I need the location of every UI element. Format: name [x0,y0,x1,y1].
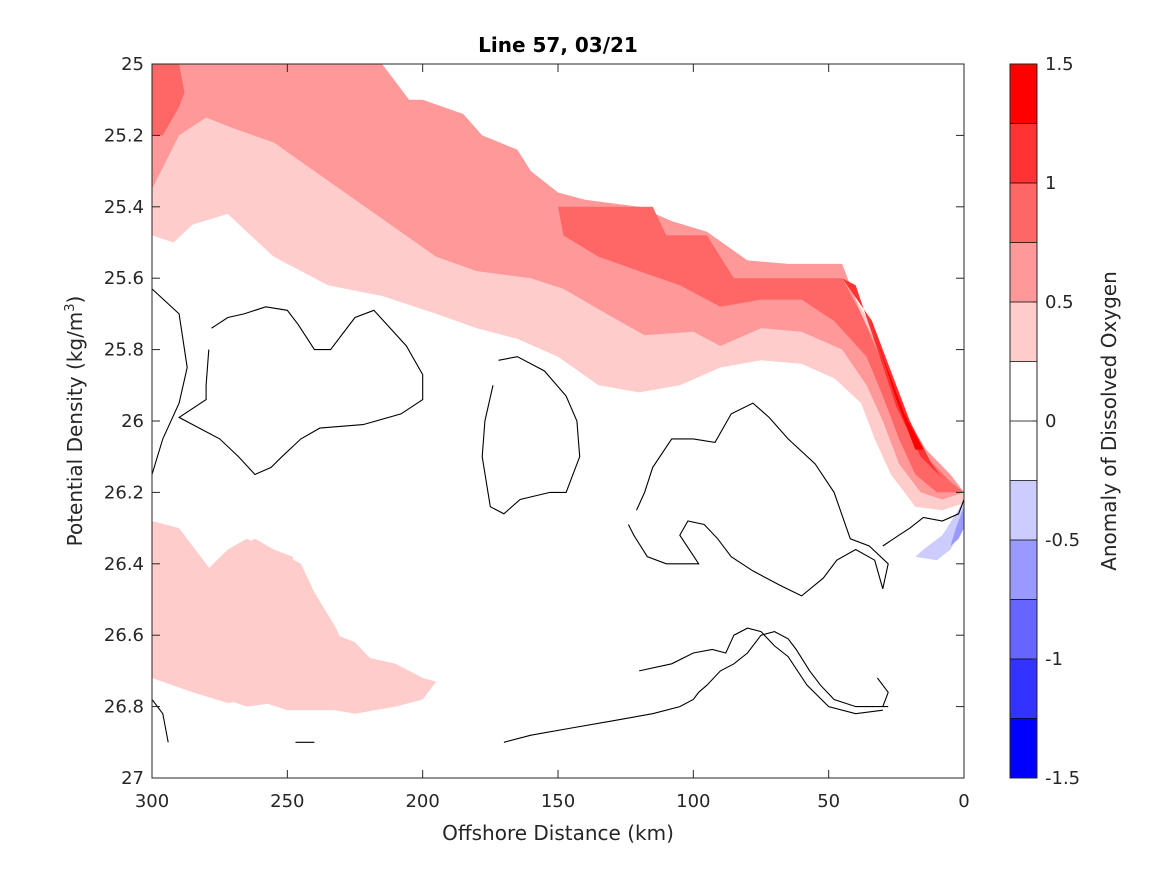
zero-contour-line-9 [876,677,889,707]
x-tick-label: 100 [676,791,710,812]
y-tick-label: 26.4 [104,554,144,575]
y-axis: 25 25.2 25.4 25.6 25.8 26 26.2 26.4 26.6 26.8 27 [104,54,964,789]
colorbar-segment [1010,540,1037,600]
zero-contour-line-8 [639,627,883,715]
y-tick-label: 26.8 [104,697,144,718]
colorbar-tick-label: -1.5 [1045,768,1080,789]
colorbar-tick-label: 0 [1045,411,1056,432]
x-tick-label: 150 [541,791,575,812]
colorbar-tick-label: 1.5 [1045,54,1074,75]
anomaly-region-7 [152,521,410,711]
y-axis-label-main: Potential Density (kg/m [63,312,87,547]
y-tick-label: 25.8 [104,340,144,361]
y-tick-label: 26.2 [104,482,144,503]
colorbar-tick-label: -0.5 [1045,530,1080,551]
anomaly-region-8 [327,674,383,714]
colorbar-tick-label: 0.5 [1045,292,1074,313]
zero-contour-line-1 [178,306,424,476]
colorbar-segment [1010,361,1037,421]
x-tick-label: 50 [817,791,840,812]
x-tick-label: 200 [405,791,439,812]
colorbar-segment [1010,242,1037,302]
plot-area [152,64,964,778]
y-axis-label-close: ) [63,296,87,304]
zero-contour-line-2 [481,356,581,515]
colorbar-segment [1010,599,1037,659]
y-tick-label: 25 [121,54,144,75]
colorbar-tick-label: -1 [1045,649,1063,670]
anomaly-region-4 [842,278,943,479]
anomaly-region-3 [558,206,964,493]
colorbar-segment [1010,64,1037,124]
anomaly-region-9 [915,499,964,561]
colorbar-segment [1010,123,1037,183]
colorbar-segment [1010,302,1037,362]
y-tick-label: 26 [121,411,144,432]
colorbar-segment [1010,183,1037,243]
y-axis-label-superscript: 3 [63,303,78,311]
anomaly-region-10 [950,506,964,546]
colorbar-segment [1010,718,1037,778]
zero-contour-line-3 [627,402,889,597]
x-axis: 300 250 200 150 100 50 0 [135,64,970,812]
zero-contour-line-7 [503,631,889,743]
colorbar-label: Anomaly of Dissolved Oxygen [1097,271,1121,571]
y-tick-label: 25.4 [104,197,144,218]
colorbar-segment [1010,421,1037,481]
colorbar-segment [1010,480,1037,540]
y-tick-label: 27 [121,768,144,789]
zero-contour-line-0 [152,288,188,475]
x-axis-label: Offshore Distance (km) [442,821,674,845]
anomaly-region-1 [152,64,964,500]
colorbar-tick-label: 1 [1045,173,1056,194]
x-tick-label: 250 [270,791,304,812]
zero-contour-line-4 [882,499,964,547]
y-tick-label: 25.6 [104,268,144,289]
y-tick-label: 25.2 [104,125,144,146]
chart-title: Line 57, 03/21 [478,33,638,57]
colorbar-segment [1010,659,1037,719]
y-axis-label: Potential Density (kg/m3) [63,296,87,547]
y-tick-label: 26.6 [104,625,144,646]
x-tick-label: 300 [135,791,169,812]
zero-contour-line-5 [152,699,169,743]
x-tick-label: 0 [958,791,969,812]
colorbar: 1.5 1 0.5 0 -0.5 -1 -1.5 [1009,54,1080,789]
anomaly-region-2 [152,64,185,136]
